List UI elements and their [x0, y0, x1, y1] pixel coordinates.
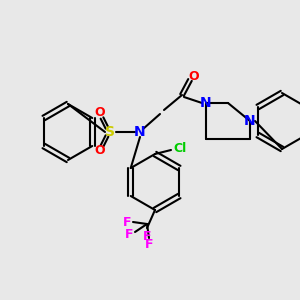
Text: N: N — [244, 114, 256, 128]
Text: N: N — [200, 96, 212, 110]
Text: S: S — [105, 125, 115, 139]
Text: Cl: Cl — [173, 142, 187, 155]
Text: F: F — [145, 238, 153, 250]
Text: O: O — [189, 70, 199, 83]
Text: N: N — [134, 125, 146, 139]
Text: F: F — [143, 230, 151, 242]
Text: F: F — [125, 227, 133, 241]
Text: O: O — [95, 145, 105, 158]
Text: F: F — [123, 215, 131, 229]
Text: O: O — [95, 106, 105, 119]
